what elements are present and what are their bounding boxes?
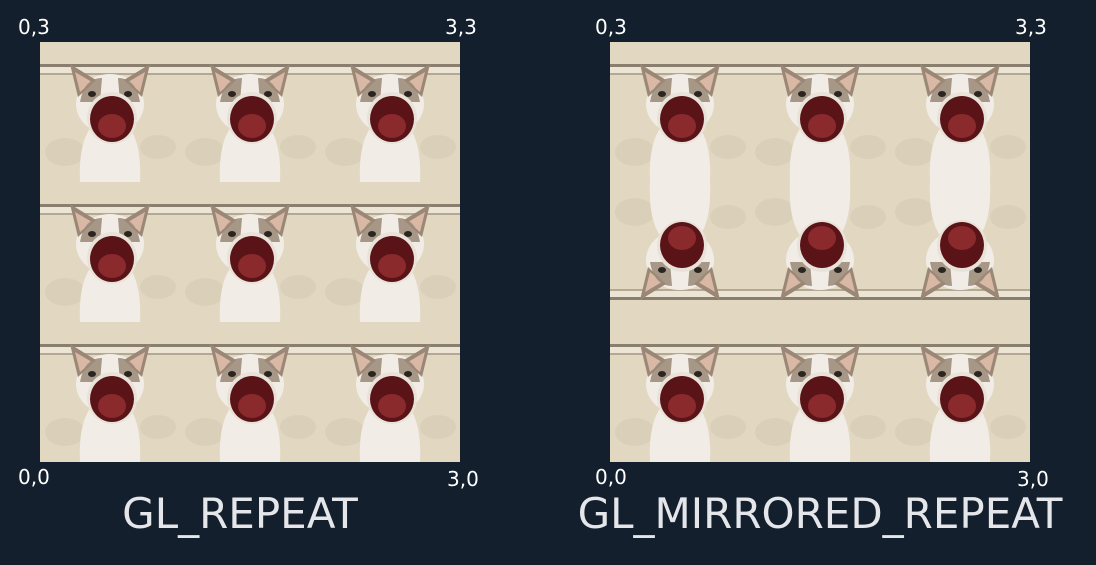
left-coord-top-right: 3,3 [445, 15, 477, 39]
texture-tile [40, 322, 180, 462]
texture-tile [610, 322, 750, 462]
texture-tile [40, 182, 180, 322]
texture-tile [40, 42, 180, 182]
texture-tile [320, 322, 460, 462]
left-coord-top-left: 0,3 [18, 15, 50, 39]
texture-tile [890, 42, 1030, 182]
left-coord-bottom-right: 3,0 [447, 467, 479, 491]
texture-tile [890, 182, 1030, 322]
right-coord-bottom-left: 0,0 [595, 465, 627, 489]
texture-tile [610, 42, 750, 182]
texture-tile [180, 182, 320, 322]
repeat-texture-grid [40, 42, 460, 462]
left-coord-bottom-left: 0,0 [18, 465, 50, 489]
texture-tile [320, 182, 460, 322]
mirrored-repeat-caption: GL_MIRRORED_REPEAT [577, 489, 1063, 538]
right-coord-top-right: 3,3 [1015, 15, 1047, 39]
texture-tile [610, 182, 750, 322]
mirrored-repeat-texture-grid [610, 42, 1030, 462]
texture-tile [320, 42, 460, 182]
texture-tile [180, 322, 320, 462]
texture-tile [890, 322, 1030, 462]
right-coord-bottom-right: 3,0 [1017, 467, 1049, 491]
right-coord-top-left: 0,3 [595, 15, 627, 39]
repeat-texture-panel [40, 42, 460, 462]
texture-tile [750, 42, 890, 182]
repeat-caption: GL_REPEAT [122, 489, 358, 538]
texture-tile [750, 182, 890, 322]
texture-tile [180, 42, 320, 182]
mirrored-repeat-texture-panel [610, 42, 1030, 462]
texture-tile [750, 322, 890, 462]
